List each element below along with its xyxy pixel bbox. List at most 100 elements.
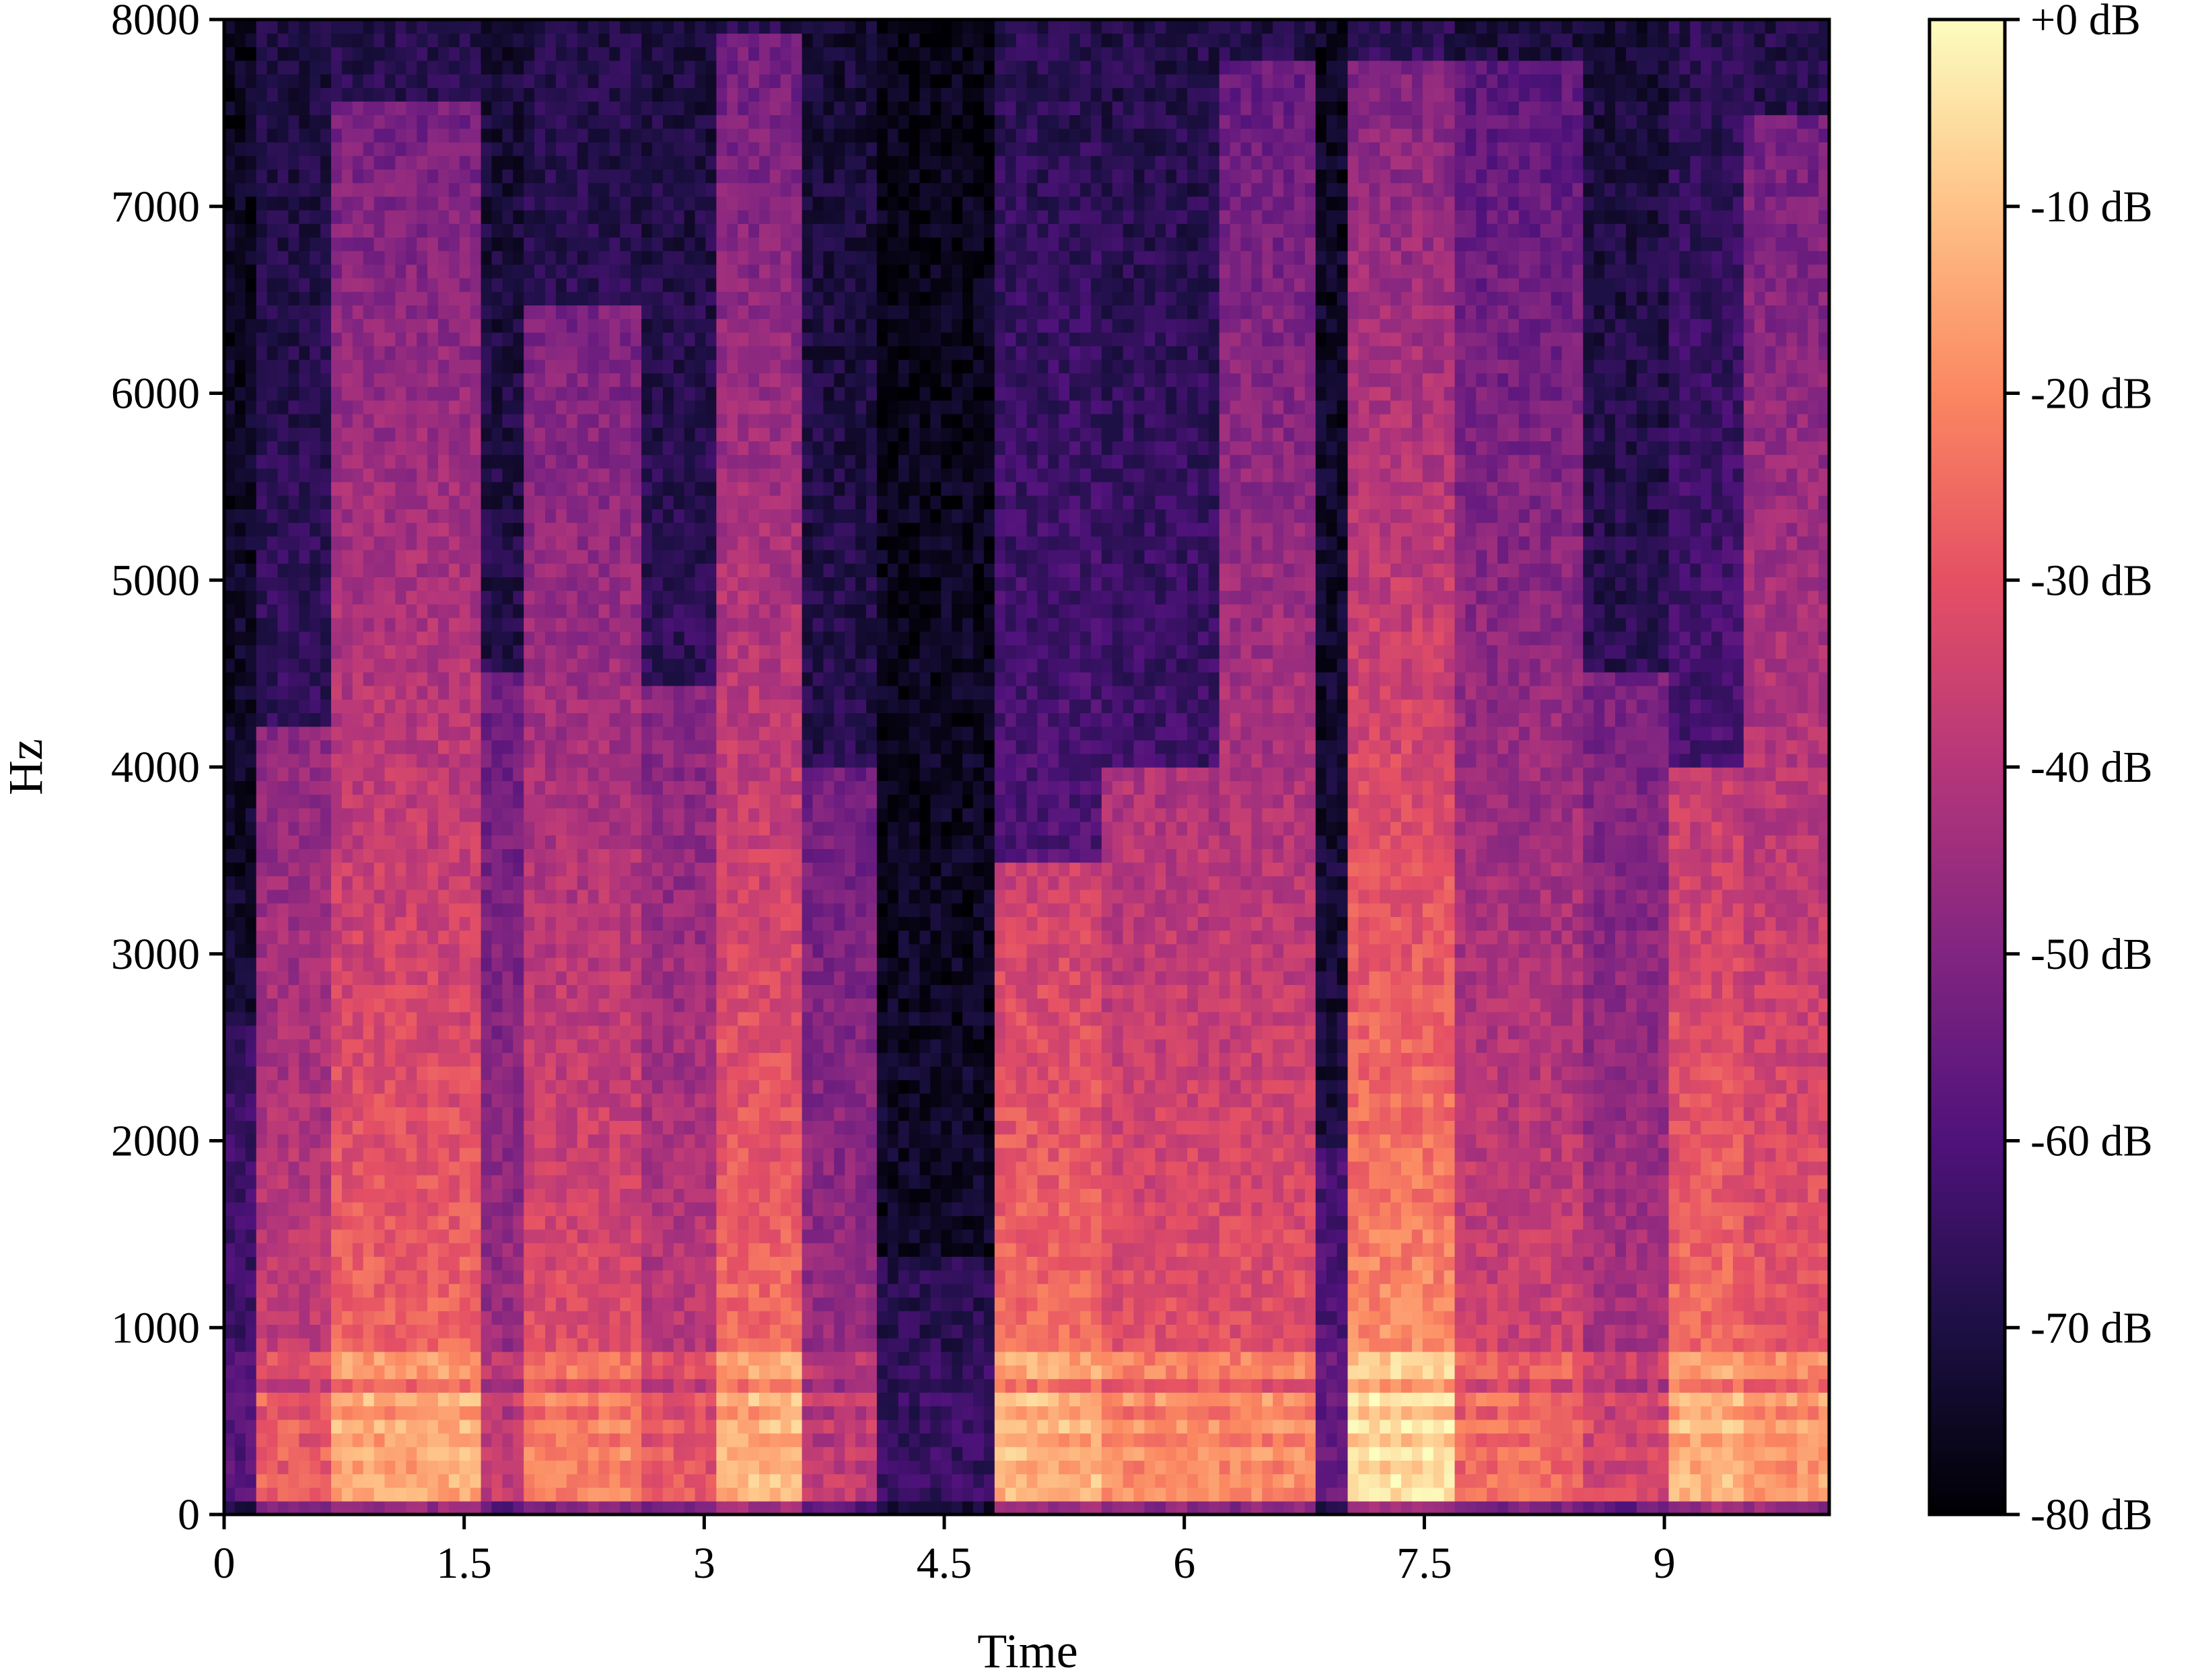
heatmap-cell: [513, 1283, 524, 1298]
heatmap-cell: [438, 46, 450, 61]
heatmap-cell: [438, 1296, 450, 1311]
heatmap-cell: [363, 155, 375, 170]
heatmap-cell: [705, 1079, 717, 1094]
heatmap-cell: [245, 1270, 257, 1284]
heatmap-cell: [320, 1270, 332, 1284]
heatmap-cell: [631, 1487, 642, 1502]
heatmap-cell: [555, 454, 567, 469]
heatmap-cell: [310, 631, 321, 645]
heatmap-cell: [598, 767, 610, 781]
heatmap-cell: [662, 903, 674, 917]
heatmap-cell: [631, 345, 642, 360]
heatmap-cell: [352, 522, 364, 537]
heatmap-cell: [245, 169, 257, 184]
heatmap-cell: [609, 998, 621, 1013]
heatmap-cell: [395, 1338, 407, 1352]
heatmap-cell: [310, 182, 321, 197]
heatmap-cell: [491, 155, 503, 170]
heatmap-cell: [695, 1052, 707, 1067]
heatmap-cell: [310, 1120, 321, 1135]
heatmap-cell: [577, 1039, 589, 1053]
heatmap-cell: [545, 73, 557, 88]
heatmap-cell: [609, 536, 621, 550]
heatmap-cell: [588, 101, 600, 116]
heatmap-cell: [481, 1283, 493, 1298]
heatmap-cell: [256, 522, 268, 537]
heatmap-cell: [406, 549, 417, 564]
heatmap-cell: [277, 1500, 289, 1515]
heatmap-cell: [245, 196, 257, 211]
heatmap-cell: [267, 223, 279, 238]
heatmap-cell: [577, 645, 589, 659]
heatmap-cell: [406, 658, 417, 673]
heatmap-cell: [245, 1093, 257, 1107]
heatmap-cell: [652, 943, 664, 958]
heatmap-cell: [534, 1229, 546, 1243]
heatmap-cell: [513, 60, 524, 75]
heatmap-cell: [459, 862, 471, 877]
heatmap-cell: [684, 169, 696, 184]
heatmap-cell: [631, 1324, 642, 1339]
heatmap-cell: [406, 1256, 417, 1271]
heatmap-cell: [534, 1311, 546, 1325]
heatmap-cell: [224, 1419, 236, 1434]
heatmap-cell: [555, 1432, 567, 1447]
heatmap-cell: [545, 984, 557, 999]
heatmap-cell: [662, 1079, 674, 1094]
heatmap-cell: [598, 332, 610, 346]
heatmap-cell: [577, 495, 589, 509]
heatmap-cell: [620, 658, 631, 673]
heatmap-cell: [310, 264, 321, 279]
heatmap-cell: [224, 468, 236, 482]
heatmap-cell: [352, 1432, 364, 1447]
heatmap-cell: [598, 277, 610, 292]
heatmap-cell: [245, 726, 257, 741]
heatmap-cell: [406, 807, 417, 822]
heatmap-cell: [267, 699, 279, 713]
heatmap-cell: [662, 1175, 674, 1189]
heatmap-cell: [566, 1256, 578, 1271]
heatmap-cell: [513, 1256, 524, 1271]
heatmap-cell: [673, 441, 685, 455]
heatmap-cell: [695, 20, 707, 34]
heatmap-cell: [438, 345, 450, 360]
heatmap-cell: [641, 441, 653, 455]
heatmap-cell: [609, 563, 621, 577]
heatmap-cell: [545, 794, 557, 809]
heatmap-cell: [641, 468, 653, 482]
heatmap-cell: [470, 1093, 482, 1107]
heatmap-cell: [267, 1066, 279, 1081]
heatmap-cell: [620, 1243, 631, 1257]
heatmap-cell: [695, 875, 707, 890]
heatmap-cell: [438, 182, 450, 197]
heatmap-cell: [705, 1364, 717, 1379]
heatmap-cell: [652, 848, 664, 863]
heatmap-cell: [652, 413, 664, 428]
heatmap-cell: [256, 1093, 268, 1107]
heatmap-cell: [374, 957, 386, 972]
heatmap-cell: [374, 1405, 386, 1420]
heatmap-cell: [705, 984, 717, 999]
heatmap-cell: [470, 1229, 482, 1243]
heatmap-cell: [588, 73, 600, 88]
heatmap-cell: [299, 862, 310, 877]
heatmap-cell: [684, 495, 696, 509]
heatmap-cell: [662, 617, 674, 632]
heatmap-cell: [331, 1134, 343, 1148]
heatmap-cell: [395, 468, 407, 482]
heatmap-cell: [384, 685, 396, 700]
heatmap-cell: [662, 277, 674, 292]
heatmap-cell: [234, 209, 246, 224]
heatmap-cell: [352, 1161, 364, 1175]
heatmap-cell: [288, 1324, 300, 1339]
heatmap-cell: [470, 1379, 482, 1393]
heatmap-cell: [481, 400, 493, 414]
heatmap-cell: [652, 862, 664, 877]
heatmap-cell: [384, 563, 396, 577]
heatmap-cell: [277, 46, 289, 61]
heatmap-cell: [631, 1473, 642, 1488]
heatmap-cell: [299, 943, 310, 958]
heatmap-cell: [555, 318, 567, 333]
heatmap-cell: [427, 1175, 439, 1189]
heatmap-cell: [631, 291, 642, 305]
